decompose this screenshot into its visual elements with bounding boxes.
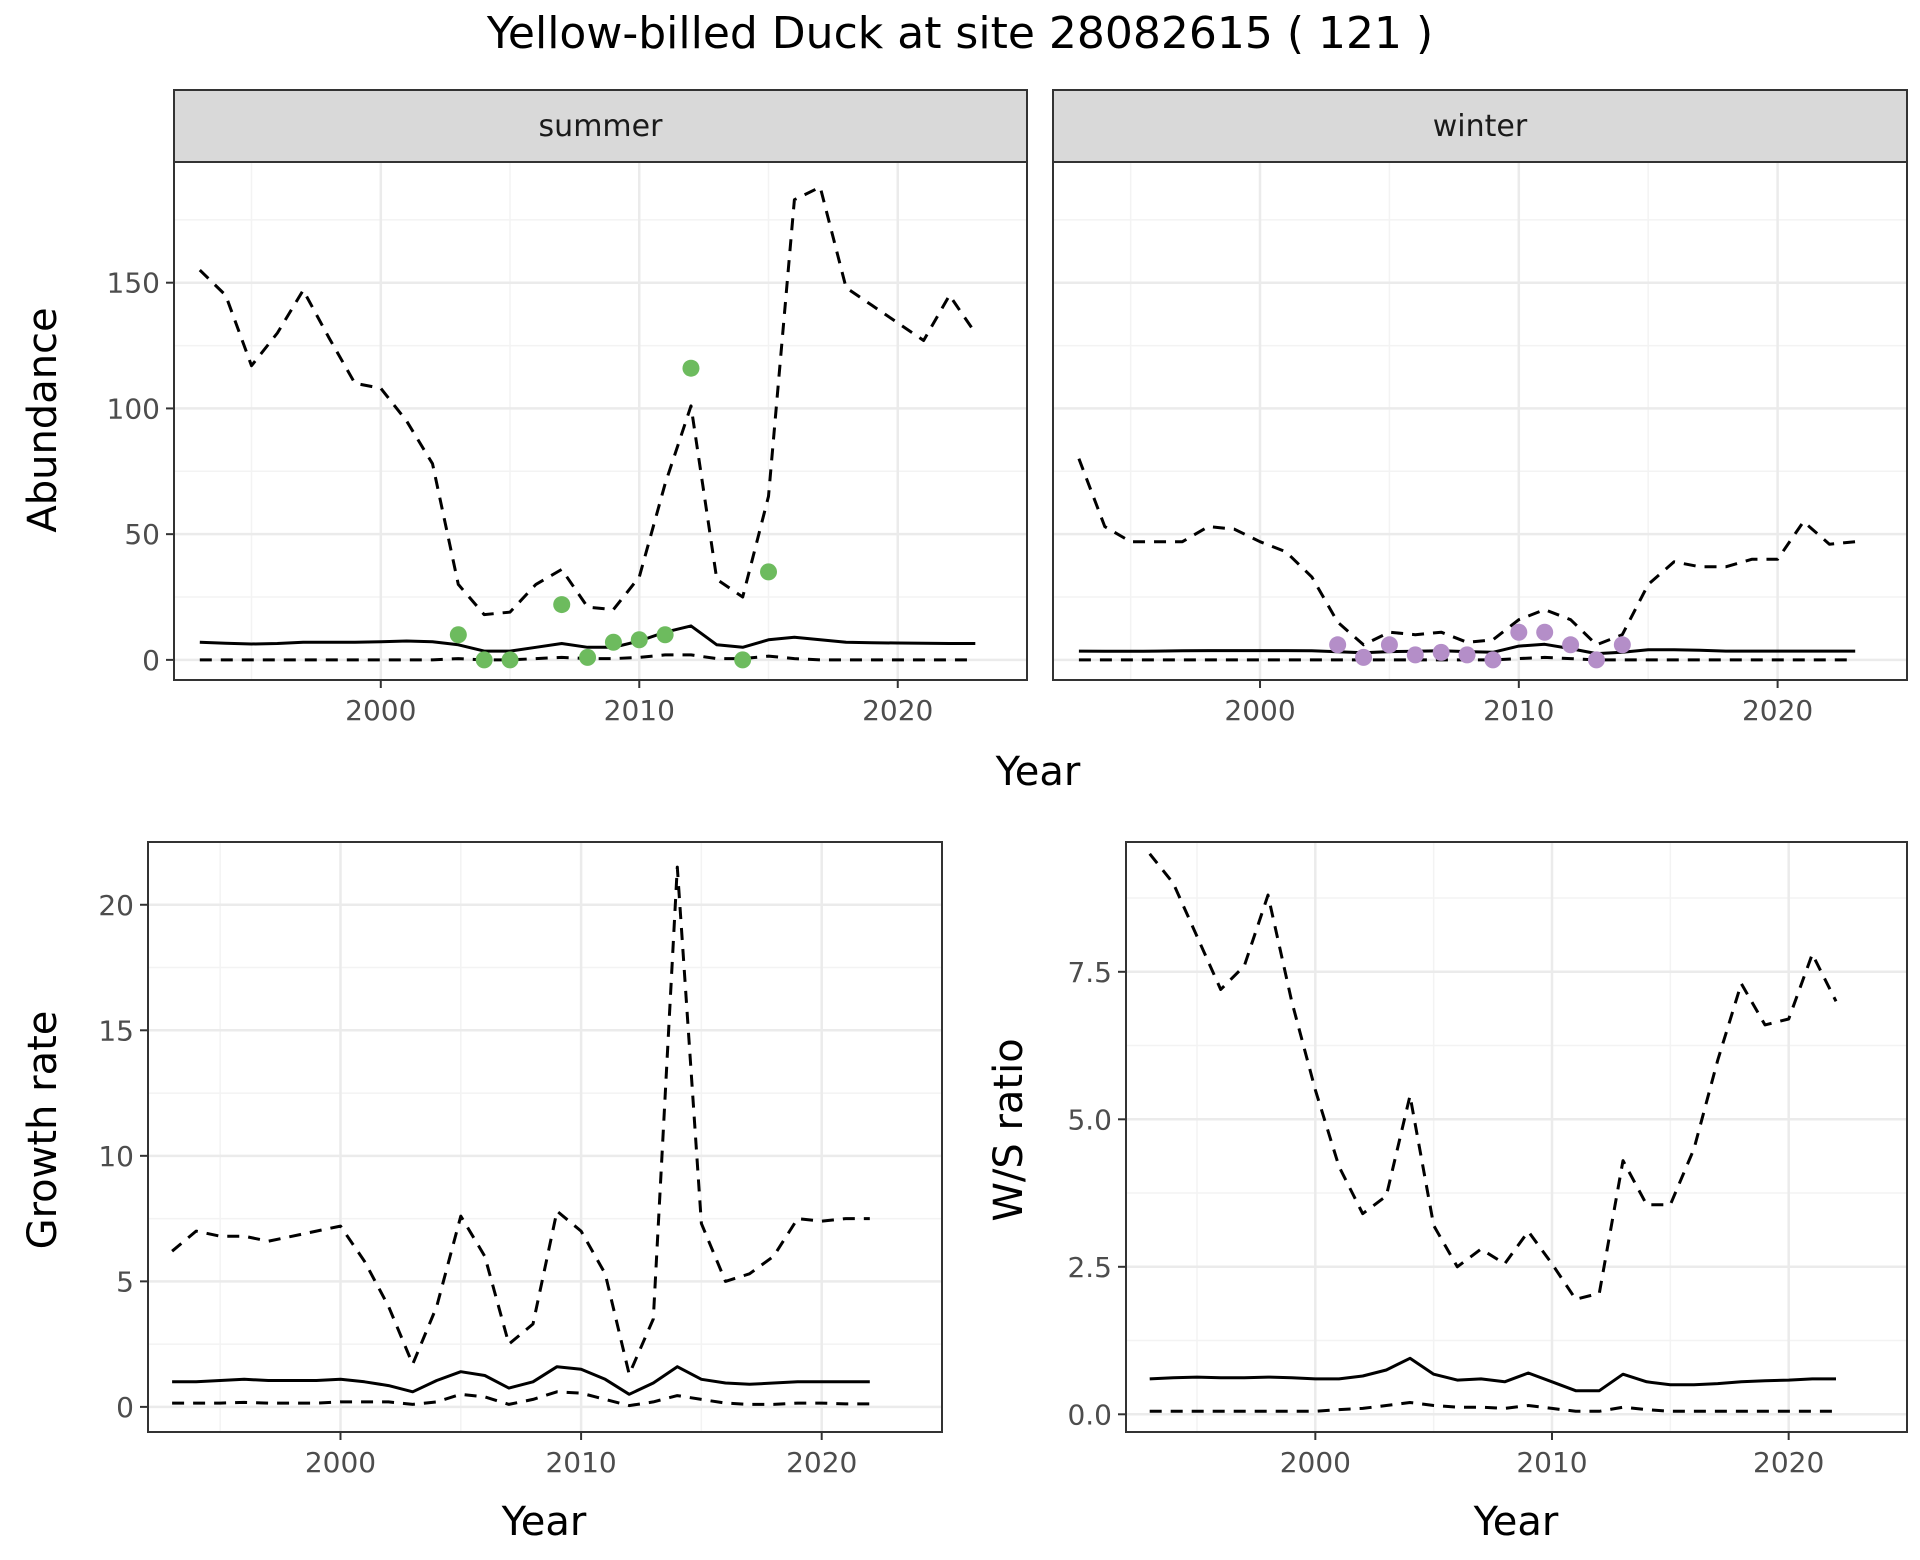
plot-border — [1125, 841, 1908, 1433]
data-point — [760, 563, 778, 581]
y-tick-label: 20 — [98, 889, 134, 922]
plot-background — [174, 162, 1027, 680]
plot-background — [1053, 162, 1907, 680]
facet-summer: summer 2000 2010 2020 0 50 100 150 — [107, 89, 1028, 727]
x-tick-label: 2020 — [862, 694, 933, 727]
abundance-y-axis-title: Abundance — [20, 307, 66, 532]
y-tick-label: 50 — [124, 518, 160, 551]
data-point — [1329, 636, 1347, 654]
series-line-lower — [172, 1390, 870, 1408]
y-tick-label: 150 — [107, 267, 160, 300]
series-line-lower — [1149, 1401, 1836, 1413]
y-tick-label: 5.0 — [1067, 1103, 1112, 1136]
facet-winter: winter 2000 2010 2020 — [1052, 89, 1908, 727]
ratio-y-axis-title: W/S ratio — [986, 1038, 1032, 1221]
y-tick-label: 10 — [98, 1140, 134, 1173]
y-tick-label: 0 — [116, 1391, 134, 1424]
ratio-panel: 2000 2010 2020 0.0 2.5 5.0 7.5 W/S ratio Year — [986, 841, 1908, 1545]
series-line-mean — [1149, 1356, 1836, 1393]
plot-border — [1052, 161, 1908, 681]
data-point — [475, 651, 493, 669]
facet-strip-label: summer — [539, 109, 664, 144]
plot-border — [173, 161, 1028, 681]
data-point — [1510, 623, 1528, 641]
ratio-plot-area: 2000 2010 2020 0.0 2.5 5.0 7.5 — [1067, 841, 1908, 1479]
plot-background — [1126, 842, 1907, 1432]
data-point — [501, 651, 519, 669]
data-point — [734, 651, 752, 669]
data-point — [1380, 636, 1398, 654]
facet-strip — [173, 89, 1028, 163]
data-point — [1613, 636, 1631, 654]
data-point — [1587, 651, 1605, 669]
series-line-upper — [198, 185, 977, 617]
growth-y-axis-title: Growth rate — [20, 1011, 66, 1250]
x-tick-label: 2000 — [1280, 1446, 1351, 1479]
plot-background — [148, 842, 942, 1432]
x-tick-label: 2000 — [305, 1446, 376, 1479]
series-line-upper — [171, 865, 870, 1376]
y-tick-label: 7.5 — [1067, 956, 1112, 989]
growth-panel: 2000 2010 2020 0 5 10 15 20 Growth rate Year — [20, 841, 943, 1545]
x-tick-label: 2020 — [786, 1446, 857, 1479]
abundance-panel: summer 2000 2010 2020 0 50 100 150 winter 2000 20… — [20, 89, 1908, 795]
data-point — [604, 633, 622, 651]
x-tick-label: 2020 — [1742, 694, 1813, 727]
data-point — [1432, 643, 1450, 661]
growth-x-axis-title: Year — [501, 1499, 587, 1545]
data-point — [1484, 651, 1502, 669]
y-tick-label: 15 — [98, 1014, 134, 1047]
series-line-upper — [1148, 852, 1838, 1301]
y-tick-label: 2.5 — [1067, 1251, 1112, 1284]
x-tick-label: 2010 — [545, 1446, 616, 1479]
y-tick-label: 100 — [107, 392, 160, 425]
data-point — [1536, 623, 1554, 641]
data-point — [553, 596, 571, 614]
data-point — [656, 626, 674, 644]
data-point — [449, 626, 467, 644]
x-tick-label: 2020 — [1753, 1446, 1824, 1479]
data-point — [1355, 648, 1373, 666]
chart-title: Yellow-billed Duck at site 28082615 ( 12… — [486, 8, 1433, 59]
facet-strip — [1052, 89, 1908, 163]
y-tick-label: 5 — [116, 1265, 134, 1298]
data-point — [1406, 646, 1424, 664]
series-line-mean — [172, 1365, 870, 1396]
abundance-x-axis-title: Year — [995, 749, 1081, 795]
x-tick-label: 2010 — [604, 694, 675, 727]
x-tick-label: 2010 — [1516, 1446, 1587, 1479]
data-point — [682, 359, 700, 377]
ratio-x-axis-title: Year — [1473, 1499, 1559, 1545]
x-tick-label: 2010 — [1483, 694, 1554, 727]
y-tick-label: 0 — [142, 644, 160, 677]
series-line-upper — [1077, 458, 1856, 647]
data-point — [630, 631, 648, 649]
plot-border — [147, 841, 943, 1433]
facet-strip-label: winter — [1433, 109, 1528, 144]
x-tick-label: 2000 — [1224, 694, 1295, 727]
x-tick-label: 2000 — [345, 694, 416, 727]
y-tick-label: 0.0 — [1067, 1398, 1112, 1431]
data-point — [1562, 636, 1580, 654]
series-line-mean — [199, 624, 976, 653]
data-point — [579, 648, 597, 666]
growth-plot-area: 2000 2010 2020 0 5 10 15 20 — [98, 841, 943, 1479]
data-point — [1458, 646, 1476, 664]
